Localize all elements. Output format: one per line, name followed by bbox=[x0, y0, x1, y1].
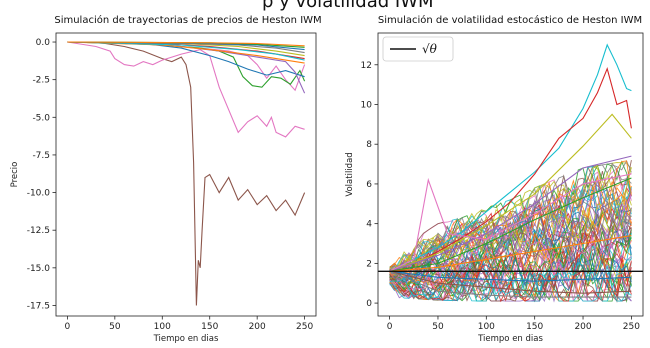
y-tick-label: 10 bbox=[361, 100, 373, 110]
y-tick-label: -10.0 bbox=[27, 189, 51, 199]
y-tick-label: 0 bbox=[366, 299, 372, 309]
legend-label: √θ bbox=[422, 42, 438, 56]
cut-off-header-text: p y volatilidad IWM bbox=[262, 0, 434, 12]
bundle-line bbox=[389, 165, 632, 272]
series-line bbox=[389, 177, 632, 272]
series-line bbox=[389, 235, 632, 272]
bundle-line bbox=[389, 159, 632, 275]
plot-frame bbox=[55, 32, 317, 317]
y-tick-label: -12.5 bbox=[27, 226, 50, 236]
x-tick-label: 150 bbox=[201, 322, 218, 332]
series-line bbox=[67, 41, 305, 138]
y-tick-label: -7.5 bbox=[32, 151, 50, 161]
series-line bbox=[389, 270, 632, 294]
y-tick-label: 2 bbox=[366, 259, 372, 269]
x-tick-label: 50 bbox=[109, 322, 121, 332]
x-tick-label: 0 bbox=[65, 322, 71, 332]
y-axis-label: Volatilidad bbox=[345, 152, 355, 196]
x-tick-label: 50 bbox=[432, 322, 444, 332]
x-tick-label: 0 bbox=[387, 322, 393, 332]
series-line bbox=[389, 270, 632, 282]
x-tick-label: 200 bbox=[249, 322, 266, 332]
y-tick-label: 4 bbox=[366, 220, 372, 230]
bundle-line bbox=[389, 190, 632, 274]
series-line bbox=[389, 43, 632, 272]
y-tick-label: 0.0 bbox=[36, 38, 51, 48]
series-line bbox=[389, 270, 632, 298]
y-tick-label: -15.0 bbox=[27, 264, 51, 274]
chart-2: Simulación de volatilidad estocástico de… bbox=[345, 14, 644, 344]
series-line bbox=[389, 113, 632, 272]
series-line bbox=[389, 173, 632, 272]
x-tick-label: 150 bbox=[526, 322, 543, 332]
x-tick-label: 250 bbox=[623, 322, 640, 332]
series-line bbox=[389, 155, 632, 272]
bundle-line bbox=[389, 249, 632, 303]
y-tick-label: -5.0 bbox=[32, 113, 50, 123]
x-tick-label: 100 bbox=[478, 322, 495, 332]
chart-title: Simulación de volatilidad estocástico de… bbox=[378, 14, 642, 26]
series-line bbox=[67, 41, 305, 61]
y-tick-label: 12 bbox=[361, 61, 372, 71]
bundle-line bbox=[389, 259, 632, 302]
bundle-line bbox=[389, 257, 632, 296]
series-line bbox=[67, 41, 305, 47]
y-tick-label: -2.5 bbox=[32, 76, 50, 86]
x-axis-label: Tiempo en dias bbox=[477, 334, 543, 344]
series-line bbox=[67, 41, 306, 306]
chart-1: Simulación de trayectorias de precios de… bbox=[10, 14, 322, 344]
y-tick-label: 6 bbox=[366, 180, 372, 190]
plot-area bbox=[389, 43, 632, 303]
x-tick-label: 100 bbox=[154, 322, 171, 332]
y-tick-label: 8 bbox=[366, 140, 372, 150]
chart-title: Simulación de trayectorias de precios de… bbox=[54, 14, 321, 26]
x-tick-label: 200 bbox=[574, 322, 591, 332]
bundle-line bbox=[389, 189, 632, 286]
legend: √θ bbox=[382, 36, 454, 62]
y-tick-label: -17.5 bbox=[27, 301, 50, 311]
bundle-line bbox=[389, 200, 632, 284]
y-axis-label: Precio bbox=[10, 162, 20, 188]
bundle-line bbox=[389, 218, 632, 291]
x-axis-label: Tiempo en dias bbox=[153, 334, 219, 344]
bundle-line bbox=[389, 180, 632, 272]
bundle-line bbox=[389, 261, 632, 302]
series-line bbox=[389, 66, 632, 272]
plot-frame bbox=[377, 32, 644, 317]
x-tick-label: 250 bbox=[296, 322, 313, 332]
plot-area bbox=[67, 41, 306, 306]
